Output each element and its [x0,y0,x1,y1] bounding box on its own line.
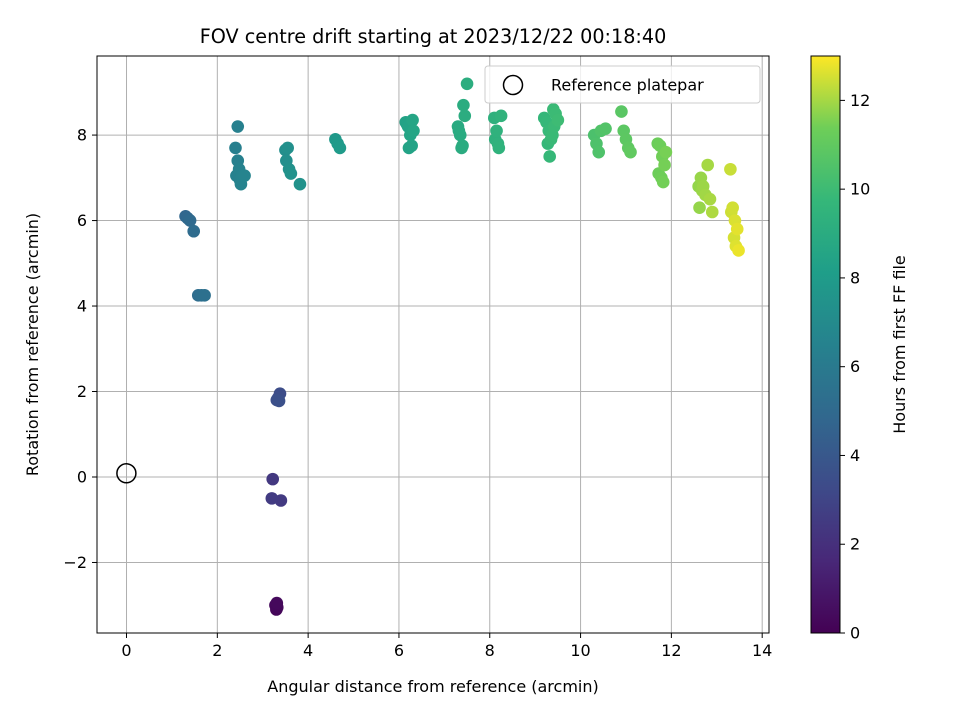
colorbar-gradient [810,55,841,634]
x-axis-ticks: 0 2 4 6 8 10 12 14 [121,633,772,660]
y-axis-label: Rotation from reference (arcmin) [23,213,42,476]
x-tick-label: 4 [303,641,313,660]
scatter-point [458,109,472,123]
colorbar-tick-label: 4 [850,446,860,465]
x-tick-label: 2 [212,641,222,660]
scatter-point [551,113,565,127]
scatter-point [490,124,503,138]
scatter-point [229,141,242,155]
scatter-point [732,244,745,257]
legend-box [484,65,761,104]
legend-marker-icon [502,74,524,96]
scatter-point [592,145,606,159]
x-tick-label: 12 [661,641,681,660]
scatter-point [456,139,469,153]
x-tick-label: 6 [394,641,404,660]
scatter-point [270,596,284,610]
scatter-point [453,128,467,142]
scatter-point [543,150,556,163]
y-tick-label: 0 [77,467,87,486]
x-tick-label: 14 [752,641,772,660]
legend-label-reference-platepar: Reference platepar [551,76,704,95]
scatter-point [266,472,280,486]
scatter-point [724,162,737,176]
scatter-point [492,141,506,155]
scatter-point [183,214,197,227]
y-tick-label: −2 [63,553,87,572]
scatter-point [659,145,673,159]
scatter-point [460,77,474,91]
colorbar-tick-label: 12 [850,91,870,110]
scatter-point [457,98,470,112]
y-tick-label: 8 [77,126,87,145]
scatter-point [658,158,671,172]
scatter-point [284,167,298,180]
plot-area-frame [96,55,770,634]
colorbar-tick-label: 10 [850,180,870,199]
colorbar: 0 2 4 6 8 10 12 Hours from first FF file [810,55,909,643]
y-tick-label: 2 [77,382,87,401]
scatter-point [293,177,307,191]
scatter-point [705,205,719,219]
colorbar-tick-label: 2 [850,535,860,554]
x-tick-label: 10 [570,641,590,660]
colorbar-tick-label: 0 [850,624,860,643]
scatter-point [187,224,201,238]
x-tick-label: 8 [485,641,495,660]
scatter-point [494,109,508,123]
y-tick-label: 4 [77,297,87,316]
scatter-point [231,120,245,133]
scatter-point [198,289,211,302]
scatter-point [656,175,670,189]
colorbar-label: Hours from first FF file [890,255,909,434]
scatter-point [406,113,419,127]
data-points [179,77,745,616]
scatter-point [272,394,286,408]
scatter-point [730,222,744,236]
reference-platepar-marker [116,463,137,484]
scatter-point [599,122,612,135]
scatter-point [265,492,279,505]
grid-lines [97,56,769,633]
x-axis-label: Angular distance from reference (arcmin) [267,677,598,696]
chart-title: FOV centre drift starting at 2023/12/22 … [200,25,667,48]
scatter-point [726,201,739,215]
scatter-point [405,139,418,153]
y-tick-label: 6 [77,211,87,230]
y-axis-ticks: −2 0 2 4 6 8 [63,126,97,572]
colorbar-tick-label: 8 [850,268,860,287]
scatter-point [703,192,717,206]
scatter-point [615,105,628,118]
colorbar-tick-label: 6 [850,357,860,376]
scatter-point [238,169,251,182]
scatter-point [693,201,706,215]
scatter-point [624,145,637,159]
scatter-point [281,141,295,155]
scatter-point [701,158,715,172]
colorbar-ticks: 0 2 4 6 8 10 12 [840,91,870,643]
x-tick-label: 0 [121,641,131,660]
legend: Reference platepar [484,65,761,104]
scatter-point [333,141,347,155]
scatter-point [407,124,420,138]
